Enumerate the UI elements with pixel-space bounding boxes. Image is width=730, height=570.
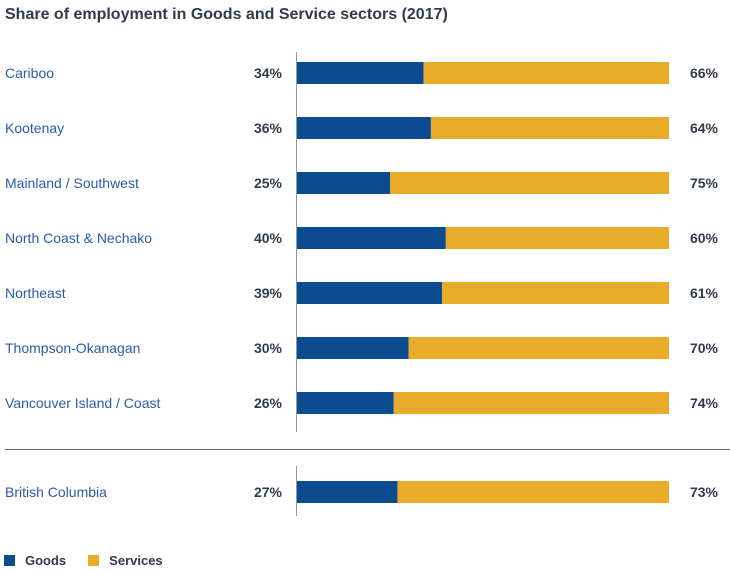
value-label-services-cariboo: 66% — [690, 65, 719, 81]
bar-services-mainland-southwest — [390, 172, 669, 194]
value-label-goods-thompson-okanagan: 30% — [254, 340, 283, 356]
value-label-goods-kootenay: 36% — [254, 120, 283, 136]
bar-services-british-columbia — [397, 481, 669, 503]
value-label-services-british-columbia: 73% — [690, 484, 719, 500]
value-label-goods-british-columbia: 27% — [254, 484, 283, 500]
bar-goods-cariboo — [297, 62, 424, 84]
bars-layer — [297, 62, 669, 503]
bar-goods-thompson-okanagan — [297, 337, 409, 359]
bar-services-thompson-okanagan — [408, 337, 669, 359]
category-label-mainland-southwest: Mainland / Southwest — [5, 175, 139, 191]
legend: Goods Services — [4, 550, 185, 570]
bar-services-kootenay — [430, 117, 669, 139]
bar-goods-mainland-southwest — [297, 172, 390, 194]
category-label-thompson-okanagan: Thompson-Okanagan — [5, 340, 140, 356]
value-label-services-northeast: 61% — [690, 285, 719, 301]
bar-goods-northeast — [297, 282, 443, 304]
legend-swatch-goods — [4, 554, 15, 566]
axis-layer — [5, 52, 730, 516]
chart-title: Share of employment in Goods and Service… — [5, 6, 448, 23]
legend-item-goods: Goods — [4, 553, 66, 568]
category-label-british-columbia: British Columbia — [5, 484, 107, 500]
value-label-goods-mainland-southwest: 25% — [254, 175, 283, 191]
value-label-services-thompson-okanagan: 70% — [690, 340, 719, 356]
bar-services-north-coast-nechako — [445, 227, 669, 249]
category-label-vancouver-island-coast: Vancouver Island / Coast — [5, 395, 160, 411]
bar-services-northeast — [442, 282, 669, 304]
value-label-services-mainland-southwest: 75% — [690, 175, 719, 191]
bar-services-vancouver-island-coast — [393, 392, 669, 414]
bar-goods-kootenay — [297, 117, 431, 139]
bar-goods-british-columbia — [297, 481, 398, 503]
value-label-services-vancouver-island-coast: 74% — [690, 395, 719, 411]
legend-item-services: Services — [88, 553, 163, 568]
category-label-cariboo: Cariboo — [5, 65, 54, 81]
value-label-services-kootenay: 64% — [690, 120, 719, 136]
category-label-northeast: Northeast — [5, 285, 66, 301]
category-label-north-coast-nechako: North Coast & Nechako — [5, 230, 152, 246]
value-label-goods-north-coast-nechako: 40% — [254, 230, 283, 246]
bar-services-cariboo — [423, 62, 669, 84]
value-label-goods-vancouver-island-coast: 26% — [254, 395, 283, 411]
labels-layer: Cariboo 34% 66% Kootenay 36% 64% Mainland / So… — [5, 65, 719, 500]
value-label-services-north-coast-nechako: 60% — [690, 230, 719, 246]
value-label-goods-cariboo: 34% — [254, 65, 283, 81]
value-label-goods-northeast: 39% — [254, 285, 283, 301]
legend-swatch-services — [88, 554, 100, 566]
category-label-kootenay: Kootenay — [5, 120, 64, 136]
legend-label-services: Services — [109, 552, 163, 568]
bar-goods-vancouver-island-coast — [297, 392, 394, 414]
legend-label-goods: Goods — [25, 552, 67, 568]
bar-goods-north-coast-nechako — [297, 227, 446, 249]
